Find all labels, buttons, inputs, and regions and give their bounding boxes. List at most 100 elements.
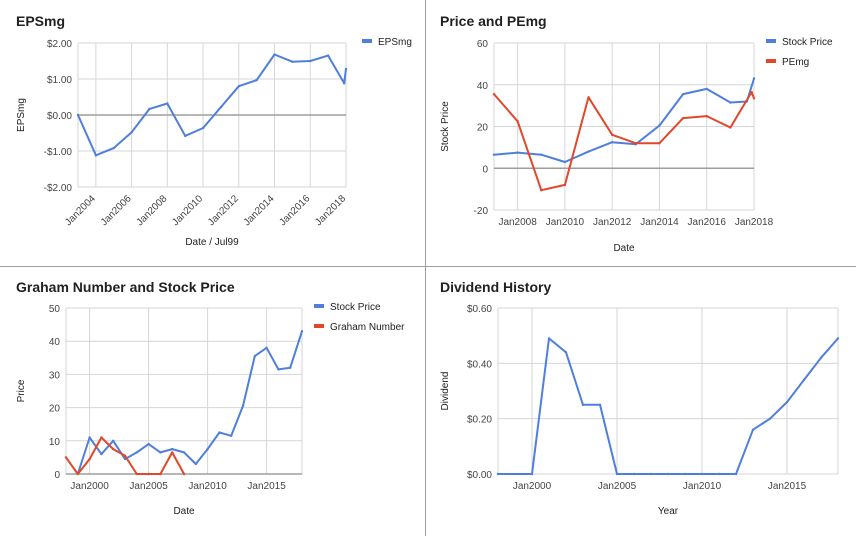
y-tick-label: 0 — [482, 164, 488, 175]
x-tick-label: Jan2010 — [170, 193, 205, 228]
data-point — [343, 82, 346, 85]
y-tick-label: $0.00 — [47, 111, 72, 122]
data-point — [100, 452, 103, 456]
data-point — [112, 146, 115, 150]
data-point — [564, 351, 568, 354]
data-point — [658, 124, 661, 127]
data-point — [201, 126, 205, 130]
data-point — [705, 87, 708, 91]
x-tick-label: Jan2012 — [206, 193, 241, 228]
data-point — [194, 462, 197, 466]
y-tick-label: $1.00 — [47, 75, 72, 86]
data-point — [768, 417, 772, 420]
legend-label: EPSmg — [378, 37, 412, 48]
data-point — [729, 126, 732, 129]
data-point — [219, 105, 223, 109]
data-point — [241, 404, 245, 408]
data-point — [540, 153, 543, 156]
y-tick-label: $0.00 — [467, 470, 492, 481]
data-point — [598, 403, 602, 407]
data-point — [147, 442, 150, 446]
data-point — [135, 472, 138, 476]
data-point — [182, 472, 186, 476]
data-point — [147, 472, 150, 476]
data-point — [666, 472, 670, 476]
data-point — [751, 428, 755, 431]
data-point — [100, 436, 103, 439]
series-line — [498, 337, 839, 475]
data-point — [717, 472, 721, 476]
data-point — [516, 120, 519, 123]
data-point — [171, 447, 174, 451]
legend-label: Stock Price — [782, 37, 833, 48]
y-tick-label: $0.40 — [467, 359, 492, 370]
y-tick-label: 40 — [477, 81, 489, 92]
data-point — [135, 451, 138, 454]
x-tick-label: Jan2008 — [498, 217, 537, 228]
x-tick-label: Jan2005 — [598, 481, 637, 492]
x-tick-label: Jan2004 — [63, 193, 98, 228]
data-point — [683, 472, 687, 476]
x-tick-label: Jan2016 — [277, 193, 312, 228]
data-point — [182, 451, 186, 454]
data-point — [615, 472, 619, 476]
data-point — [88, 436, 91, 439]
x-tick-label: Jan2010 — [683, 481, 722, 492]
legend-label: Graham Number — [330, 322, 405, 333]
legend-swatch — [362, 39, 372, 43]
data-point — [289, 366, 292, 369]
legend-swatch — [766, 39, 776, 43]
data-point — [658, 142, 661, 145]
chart-svg: Dividend History $0.60 $0.40 $0.20 $0.00 Jan2… — [440, 279, 840, 517]
data-point — [610, 133, 614, 137]
chart-title: Graham Number and Stock Price — [16, 279, 235, 295]
y-tick-label: $0.60 — [467, 304, 492, 315]
data-point — [492, 153, 496, 156]
data-point — [492, 92, 496, 96]
data-point — [496, 472, 500, 476]
x-tick-label: Jan2016 — [688, 217, 727, 228]
data-point — [649, 472, 653, 476]
x-tick-label: Jan2012 — [593, 217, 632, 228]
data-point — [123, 454, 127, 457]
x-tick-label: Jan2000 — [513, 481, 552, 492]
y-tick-label: $0.20 — [467, 415, 492, 426]
data-point — [94, 154, 98, 157]
legend-swatch — [314, 304, 324, 308]
data-point — [563, 183, 567, 187]
data-point — [277, 368, 280, 371]
data-point — [130, 131, 133, 134]
legend-swatch — [314, 324, 324, 328]
data-point — [729, 101, 732, 104]
data-point — [634, 142, 638, 145]
x-tick-label: Jan2018 — [313, 193, 348, 228]
data-point — [632, 472, 636, 476]
y-tick-label: -20 — [474, 206, 489, 217]
data-point — [253, 354, 256, 358]
data-point — [587, 150, 590, 153]
data-point — [159, 451, 162, 454]
data-point — [88, 457, 91, 461]
x-axis-label: Date — [613, 243, 635, 254]
x-tick-label: Jan2010 — [188, 481, 227, 492]
data-point — [255, 78, 258, 82]
price-pemg-chart-panel: Price and PEmg 60 40 20 0 -20 Jan2008 Jan2010 Ja… — [428, 0, 856, 265]
legend-label: PEmg — [782, 57, 809, 68]
x-tick-label: Jan2014 — [640, 217, 679, 228]
y-tick-label: 0 — [54, 470, 60, 481]
data-point — [734, 472, 738, 476]
data-point — [516, 151, 519, 154]
data-point — [273, 53, 276, 56]
data-point — [148, 107, 151, 111]
y-tick-label: 10 — [49, 437, 61, 448]
data-point — [587, 96, 590, 99]
chart-svg: Price and PEmg 60 40 20 0 -20 Jan2008 Jan2010 Ja… — [440, 13, 833, 254]
chart-title: EPSmg — [16, 13, 65, 29]
data-point — [265, 346, 268, 350]
data-point — [750, 90, 753, 94]
x-tick-label: Jan2014 — [242, 193, 277, 228]
y-tick-label: 60 — [477, 39, 489, 50]
series-line — [493, 91, 755, 192]
x-tick-label: Jan2005 — [129, 481, 168, 492]
